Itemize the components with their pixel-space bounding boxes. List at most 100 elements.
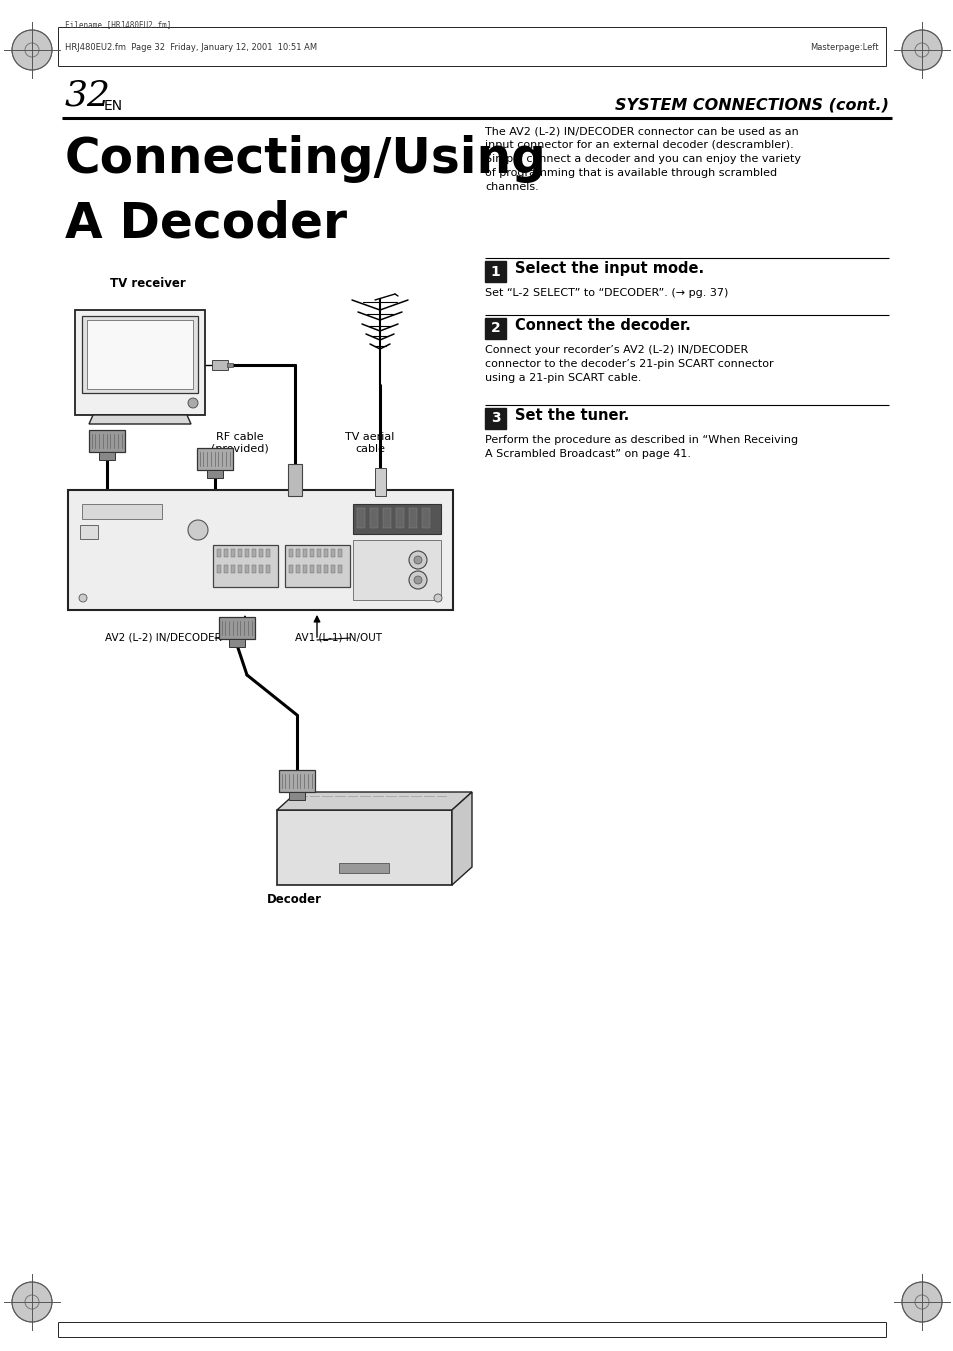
Text: HRJ480EU2.fm  Page 32  Friday, January 12, 2001  10:51 AM: HRJ480EU2.fm Page 32 Friday, January 12,… <box>65 42 316 51</box>
Circle shape <box>25 43 39 57</box>
Bar <box>196 449 233 470</box>
Text: 2: 2 <box>490 322 500 335</box>
Text: A Decoder: A Decoder <box>65 200 347 249</box>
Bar <box>229 639 245 647</box>
Circle shape <box>414 557 421 563</box>
Text: Perform the procedure as described in “When Receiving
A Scrambled Broadcast” on : Perform the procedure as described in “W… <box>484 435 798 459</box>
Bar <box>395 508 403 528</box>
Bar <box>353 504 440 534</box>
Bar <box>375 467 386 496</box>
Circle shape <box>901 1282 941 1323</box>
Bar <box>356 508 365 528</box>
Circle shape <box>188 520 208 540</box>
Bar <box>266 549 270 557</box>
Text: Set the tuner.: Set the tuner. <box>515 408 629 423</box>
Text: EN: EN <box>104 99 123 113</box>
Bar <box>252 565 255 573</box>
Circle shape <box>901 30 941 70</box>
Bar <box>82 504 162 519</box>
Circle shape <box>434 594 441 603</box>
Bar <box>382 508 391 528</box>
Text: Filename [HRJ480EU2.fm]: Filename [HRJ480EU2.fm] <box>65 20 172 28</box>
Circle shape <box>409 571 427 589</box>
Polygon shape <box>89 415 191 424</box>
Bar <box>324 565 328 573</box>
Bar <box>227 363 233 367</box>
Text: Select the input mode.: Select the input mode. <box>515 261 703 276</box>
Text: AV2 (L-2) IN/DECODER: AV2 (L-2) IN/DECODER <box>105 634 221 643</box>
Bar <box>409 508 416 528</box>
Bar <box>237 565 242 573</box>
Circle shape <box>188 399 198 408</box>
Text: Set “L-2 SELECT” to “DECODER”. (→ pg. 37): Set “L-2 SELECT” to “DECODER”. (→ pg. 37… <box>484 288 727 299</box>
Bar <box>353 540 440 600</box>
Text: Connecting/Using: Connecting/Using <box>65 135 546 182</box>
Bar <box>266 565 270 573</box>
Bar <box>303 549 307 557</box>
Text: Connect the decoder.: Connect the decoder. <box>515 317 690 332</box>
Text: Decoder: Decoder <box>267 893 322 907</box>
Bar <box>68 490 453 611</box>
Bar <box>370 508 377 528</box>
Bar <box>224 549 228 557</box>
Bar <box>421 508 430 528</box>
Text: Connect your recorder’s AV2 (L-2) IN/DECODER
connector to the decoder’s 21-pin S: Connect your recorder’s AV2 (L-2) IN/DEC… <box>484 345 773 382</box>
Bar <box>303 565 307 573</box>
Bar <box>324 549 328 557</box>
Bar <box>338 863 389 873</box>
Bar <box>484 317 505 339</box>
Bar <box>224 565 228 573</box>
Bar <box>288 463 302 496</box>
Polygon shape <box>276 792 472 811</box>
Text: TV aerial
cable: TV aerial cable <box>345 432 395 454</box>
Bar <box>237 549 242 557</box>
Circle shape <box>25 1296 39 1309</box>
Text: 32: 32 <box>65 78 111 113</box>
Bar <box>316 549 320 557</box>
Bar <box>337 549 341 557</box>
Circle shape <box>914 1296 928 1309</box>
Text: RF cable
(provided): RF cable (provided) <box>211 432 269 454</box>
Bar <box>216 549 221 557</box>
Circle shape <box>12 30 52 70</box>
Bar <box>484 261 505 282</box>
Bar <box>82 316 198 393</box>
Circle shape <box>79 594 87 603</box>
Bar <box>310 549 314 557</box>
Bar <box>310 565 314 573</box>
Bar <box>295 565 299 573</box>
Bar <box>258 565 263 573</box>
Bar <box>278 770 314 792</box>
Text: 3: 3 <box>490 412 499 426</box>
Bar <box>89 430 125 453</box>
Bar <box>231 565 234 573</box>
Text: The AV2 (L-2) IN/DECODER connector can be used as an
input connector for an exte: The AV2 (L-2) IN/DECODER connector can b… <box>484 126 801 192</box>
Text: 1: 1 <box>490 265 500 278</box>
Bar <box>213 544 277 586</box>
Bar <box>484 408 505 430</box>
Text: SYSTEM CONNECTIONS (cont.): SYSTEM CONNECTIONS (cont.) <box>615 99 888 113</box>
Bar <box>212 359 228 370</box>
Bar <box>289 565 293 573</box>
Bar <box>231 549 234 557</box>
Bar <box>99 453 115 459</box>
Bar <box>252 549 255 557</box>
Bar <box>337 565 341 573</box>
Bar <box>331 549 335 557</box>
Bar <box>216 565 221 573</box>
Bar <box>289 792 305 800</box>
Bar <box>87 320 193 389</box>
Bar <box>285 544 350 586</box>
Bar <box>207 470 223 478</box>
Bar <box>289 549 293 557</box>
Bar <box>80 526 98 539</box>
Bar <box>258 549 263 557</box>
Text: TV receiver: TV receiver <box>110 277 186 290</box>
Bar <box>245 549 249 557</box>
Circle shape <box>409 551 427 569</box>
Circle shape <box>914 43 928 57</box>
Bar <box>316 565 320 573</box>
Bar <box>75 309 205 415</box>
Bar <box>295 549 299 557</box>
Circle shape <box>12 1282 52 1323</box>
